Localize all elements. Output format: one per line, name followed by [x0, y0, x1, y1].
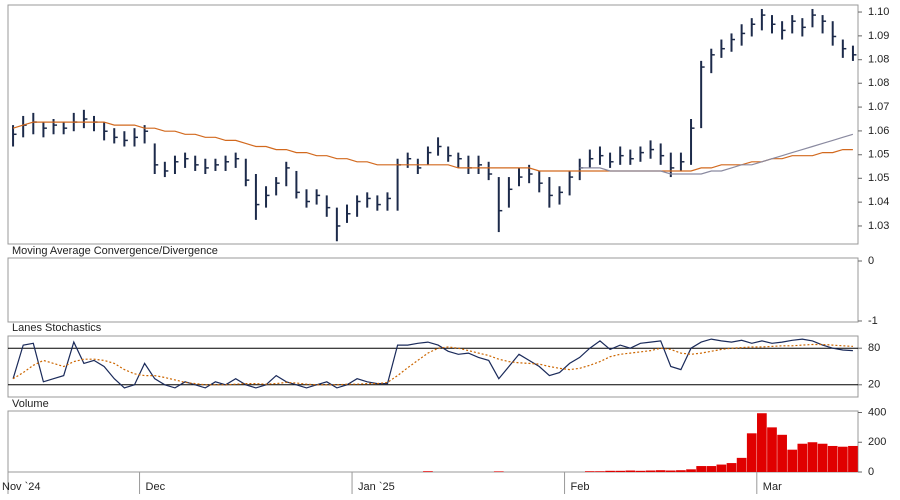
volume-bar	[736, 457, 747, 472]
volume-bar	[696, 466, 707, 472]
y-tick-label: -1	[868, 315, 878, 327]
stochastic-panel	[7, 335, 859, 398]
volume-bar	[665, 470, 676, 472]
y-tick-label: 1.05	[868, 149, 889, 161]
volume-bar	[787, 449, 798, 472]
volume-bar	[777, 434, 787, 472]
y-tick-label: 1.06	[868, 125, 889, 137]
volume-bar	[848, 445, 858, 472]
y-tick-label: 20	[868, 379, 880, 391]
volume-bar	[716, 464, 727, 472]
macd-panel	[7, 257, 859, 323]
series-line	[579, 133, 854, 175]
volume-bar	[807, 442, 818, 472]
y-tick-label: 0	[868, 255, 874, 267]
volume-bar	[595, 471, 605, 472]
volume-bar	[757, 413, 767, 472]
panel-title: Volume	[12, 398, 49, 410]
volume-bar	[827, 445, 838, 472]
volume-bar	[797, 443, 808, 472]
volume-bar	[726, 463, 737, 472]
volume-bar	[635, 470, 646, 472]
y-tick-label: 200	[868, 436, 886, 448]
y-tick-label: 1.08	[868, 77, 889, 89]
volume-bar	[817, 443, 828, 472]
volume-bar	[746, 433, 757, 472]
volume-bar	[655, 470, 666, 472]
y-tick-label: 1.09	[868, 30, 889, 42]
volume-bar	[706, 466, 717, 472]
y-tick-label: 1.07	[868, 101, 889, 113]
panel-title: Lanes Stochastics	[12, 322, 102, 334]
x-tick-label: Jan `25	[358, 481, 395, 493]
x-tick-label: Dec	[146, 481, 166, 493]
volume-bar	[615, 470, 626, 472]
volume-bar	[423, 471, 433, 472]
volume-bar	[645, 470, 656, 472]
y-tick-label: 400	[868, 406, 886, 418]
volume-bar	[767, 427, 777, 472]
y-tick-label: 0	[868, 466, 874, 478]
series-line	[12, 338, 853, 389]
y-tick-label: 1.08	[868, 54, 889, 66]
volume-bar	[493, 471, 504, 472]
volume-bar	[625, 470, 636, 472]
volume-bar	[837, 446, 848, 472]
y-tick-label: 1.10	[868, 6, 889, 18]
panel-title: Moving Average Convergence/Divergence	[12, 245, 218, 257]
volume-bar	[605, 470, 615, 472]
x-tick-label: Nov `24	[2, 481, 41, 493]
y-tick-label: 1.04	[868, 196, 889, 208]
volume-bar	[584, 471, 595, 472]
series-line	[12, 343, 853, 386]
y-tick-label: 80	[868, 342, 880, 354]
volume-panel	[7, 410, 859, 473]
volume-bar	[676, 470, 686, 472]
volume-bar	[686, 469, 696, 472]
price-panel	[7, 4, 859, 245]
x-tick-label: Feb	[571, 481, 590, 493]
y-tick-label: 1.05	[868, 172, 889, 184]
y-tick-label: 1.03	[868, 220, 889, 232]
series-line	[12, 121, 853, 172]
x-tick-label: Mar	[763, 481, 782, 493]
